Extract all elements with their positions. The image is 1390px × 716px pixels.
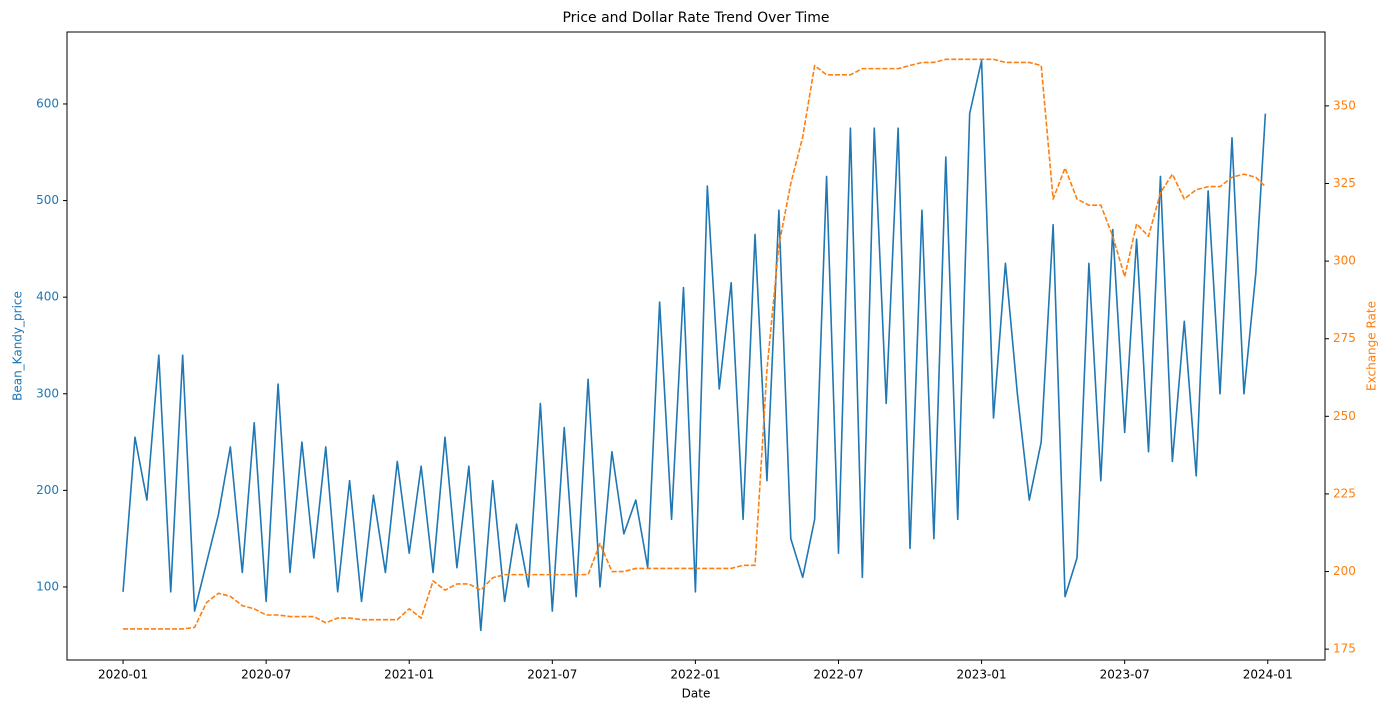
series-line <box>122 59 1267 632</box>
series-line <box>123 58 1266 630</box>
x-tick-label: 2023-07 <box>1100 668 1150 682</box>
y-tick-label: 200 <box>36 483 59 497</box>
plot-frame <box>66 31 1326 661</box>
y-axis-label: Bean_Kandy_price <box>11 291 25 401</box>
chart-title: Price and Dollar Rate Trend Over Time <box>562 10 829 26</box>
y2-tick-label: 225 <box>1333 486 1356 500</box>
y-tick-label: 400 <box>36 290 59 304</box>
y2-tick-label: 200 <box>1333 564 1356 578</box>
y2-tick-label: 275 <box>1333 331 1356 345</box>
y2-axis-label: Exchange Rate <box>1365 301 1379 391</box>
y-tick-label: 100 <box>36 579 59 593</box>
y-tick-label: 500 <box>36 193 59 207</box>
x-tick-label: 2024-01 <box>1243 668 1293 682</box>
y2-tick-label: 250 <box>1333 409 1356 423</box>
x-tick-label: 2021-01 <box>384 668 434 682</box>
x-tick-label: 2022-07 <box>813 668 863 682</box>
y-tick-label: 600 <box>36 96 59 110</box>
x-axis-label: Date <box>682 687 711 701</box>
x-tick-label: 2020-01 <box>98 668 148 682</box>
y2-tick-label: 350 <box>1333 98 1356 112</box>
x-tick-label: 2022-01 <box>670 668 720 682</box>
x-tick-label: 2023-01 <box>957 668 1007 682</box>
y2-tick-label: 300 <box>1333 254 1356 268</box>
y2-tick-label: 325 <box>1333 176 1356 190</box>
y-tick-label: 300 <box>36 386 59 400</box>
x-tick-label: 2021-07 <box>527 668 577 682</box>
x-tick-label: 2020-07 <box>241 668 291 682</box>
y2-tick-label: 175 <box>1333 642 1356 656</box>
